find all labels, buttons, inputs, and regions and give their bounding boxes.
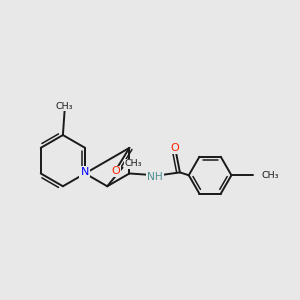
- Text: N: N: [80, 169, 88, 178]
- Text: NH: NH: [147, 172, 163, 182]
- Text: N: N: [81, 167, 89, 177]
- Text: CH₃: CH₃: [261, 171, 279, 180]
- Text: CH₃: CH₃: [124, 160, 142, 169]
- Text: O: O: [112, 166, 120, 176]
- Text: O: O: [170, 143, 179, 153]
- Text: CH₃: CH₃: [56, 102, 74, 111]
